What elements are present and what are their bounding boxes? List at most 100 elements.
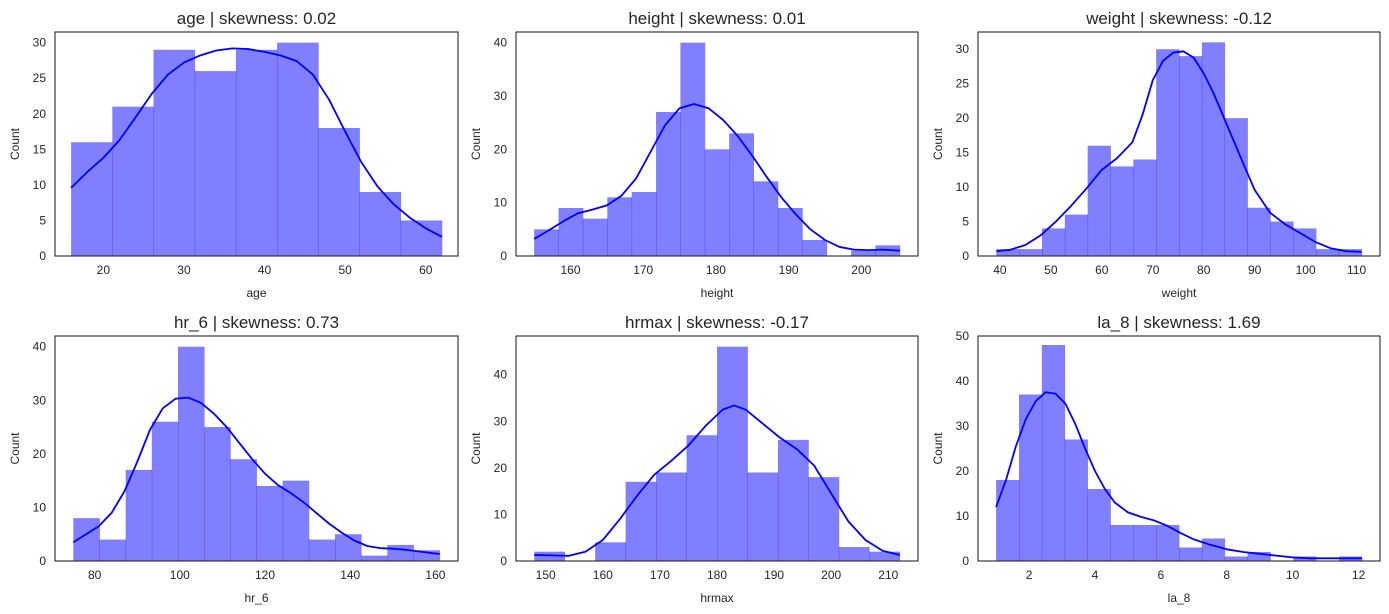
y-tick-label: 30	[33, 393, 47, 407]
y-axis-label: Count	[469, 127, 483, 160]
y-tick-label: 0	[500, 554, 507, 568]
y-tick-label: 30	[494, 89, 508, 103]
histogram-bar	[680, 42, 706, 256]
x-tick-label: 12	[1352, 568, 1366, 582]
subplot-title: hr_6 | skewness: 0.73	[174, 313, 339, 332]
subplot-age: age | skewness: 0.02 age Count 20 30 40 50 6…	[8, 9, 459, 300]
histogram-bar	[802, 240, 828, 256]
x-tick-label: 190	[779, 263, 799, 277]
x-axis-label: hr_6	[244, 591, 268, 605]
x-axis-label: height	[701, 286, 734, 300]
x-tick-label: 40	[258, 263, 272, 277]
histogram-bar	[1224, 556, 1248, 561]
y-tick-label: 10	[33, 178, 47, 192]
x-tick-label: 100	[170, 568, 190, 582]
x-axis-label: la_8	[1168, 591, 1191, 605]
axes-frame	[515, 335, 919, 562]
x-tick-label: 160	[561, 263, 581, 277]
histogram-bar	[1270, 221, 1294, 256]
histogram-bar	[125, 469, 153, 561]
axes-frame	[54, 335, 459, 562]
subplot-title: la_8 | skewness: 1.69	[1097, 313, 1260, 332]
histogram-bar	[282, 480, 310, 561]
x-tick-label: 80	[88, 568, 102, 582]
histogram-bar	[71, 142, 113, 256]
axes-frame	[977, 335, 1381, 562]
histogram-bar	[656, 472, 687, 561]
x-tick-label: 160	[593, 568, 613, 582]
x-tick-label: 6	[1158, 568, 1165, 582]
kde-line	[534, 404, 900, 557]
y-tick-label: 10	[494, 507, 508, 521]
histogram-bar	[318, 128, 360, 256]
histogram-bar	[99, 539, 127, 561]
subplot-la-8: la_8 | skewness: 1.69 la_8 Count 2 4 6 8 10 1…	[931, 313, 1381, 605]
x-tick-label: 2	[1026, 568, 1033, 582]
x-tick-label: 4	[1092, 568, 1099, 582]
histogram-bar	[717, 346, 748, 561]
histogram-bar	[1338, 249, 1363, 256]
histogram-bar	[153, 49, 196, 256]
histogram-bar	[112, 106, 154, 256]
y-axis-label: Count	[8, 127, 22, 160]
histogram-bar	[1133, 525, 1157, 561]
y-tick-label: 20	[33, 447, 47, 461]
histogram-bar	[1293, 228, 1317, 256]
x-tick-label: 200	[821, 568, 841, 582]
histogram-bar	[1019, 249, 1043, 256]
subplot-hrmax: hrmax | skewness: -0.17 hrmax Count 150 1…	[469, 313, 919, 605]
histogram-bar	[686, 435, 718, 561]
histogram-bar	[1064, 439, 1088, 561]
y-tick-label: 0	[39, 554, 46, 568]
axes-frame	[977, 31, 1381, 257]
y-tick-label: 10	[956, 509, 970, 523]
histogram-bar	[335, 534, 362, 561]
subplot-height: height | skewness: 0.01 height Count 160…	[469, 9, 919, 300]
kde-line	[72, 396, 440, 555]
histogram-bars	[996, 345, 1363, 561]
y-tick-label: 5	[39, 213, 46, 227]
histogram-bar	[534, 229, 559, 256]
histogram-bars	[534, 42, 901, 256]
histogram-bar	[277, 42, 319, 256]
x-tick-label: 80	[1197, 263, 1211, 277]
x-axis-label: hrmax	[700, 591, 733, 605]
histogram-bar	[747, 472, 779, 561]
x-tick-label: 150	[536, 568, 556, 582]
y-tick-label: 30	[494, 414, 508, 428]
histogram-bar	[1110, 525, 1134, 561]
x-tick-label: 180	[706, 263, 726, 277]
x-tick-label: 10	[1286, 568, 1300, 582]
histogram-bar	[631, 192, 657, 256]
x-tick-label: 170	[650, 568, 670, 582]
histogram-bar	[1179, 547, 1203, 561]
histogram-bar	[996, 480, 1020, 561]
histogram-bar	[1087, 145, 1111, 256]
histogram-bar	[1110, 166, 1134, 256]
y-tick-label: 30	[33, 36, 47, 50]
x-tick-label: 30	[177, 263, 191, 277]
histogram-bar	[308, 539, 336, 561]
subplot-weight: weight | skewness: -0.12 weight Count 40…	[931, 9, 1381, 300]
subplot-title: hrmax | skewness: -0.17	[625, 313, 809, 332]
x-tick-label: 180	[707, 568, 727, 582]
x-tick-label: 140	[340, 568, 360, 582]
histogram-bar	[359, 192, 402, 256]
histogram-bar	[1247, 207, 1271, 256]
histogram-bar	[413, 550, 441, 561]
y-tick-label: 0	[962, 554, 969, 568]
y-tick-label: 30	[956, 42, 970, 56]
histogram-bar	[1247, 552, 1271, 561]
kde-line	[996, 50, 1362, 253]
histogram-bar	[607, 197, 633, 256]
subplot-hr-6: hr_6 | skewness: 0.73 hr_6 Count 80 100 12…	[8, 313, 459, 605]
x-tick-label: 110	[1347, 263, 1366, 277]
y-axis-label: Count	[931, 432, 945, 465]
histogram-bars	[71, 42, 443, 256]
histogram-bar	[777, 439, 809, 561]
histogram-bar	[361, 555, 388, 561]
histogram-bar	[1156, 525, 1180, 561]
subplot-title: age | skewness: 0.02	[177, 9, 336, 28]
x-tick-label: 8	[1223, 568, 1230, 582]
